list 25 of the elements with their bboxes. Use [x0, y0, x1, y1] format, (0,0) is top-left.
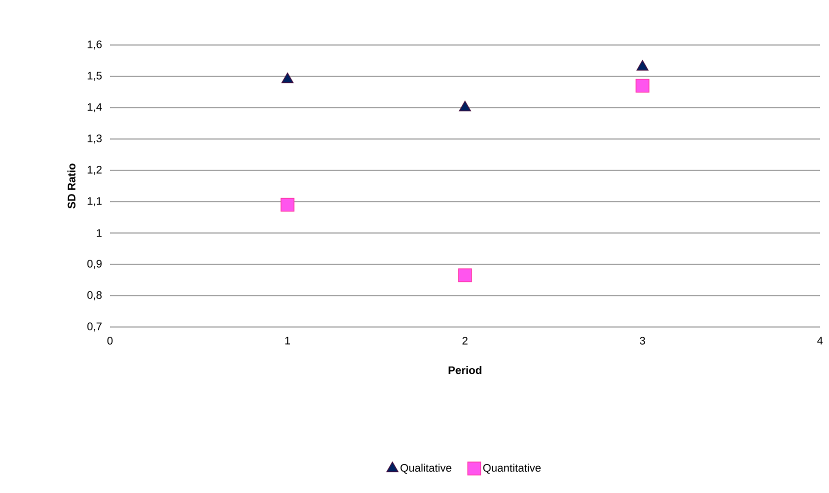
- point: [281, 72, 294, 84]
- point: [458, 268, 472, 282]
- y-tick-label: 1,2: [88, 166, 102, 175]
- y-tick-label: 1,4: [88, 103, 102, 112]
- y-tick-label: 0,8: [87, 291, 102, 300]
- y-tick-label: 1,1: [88, 197, 102, 206]
- x-tick-label: 4: [817, 336, 823, 344]
- point: [636, 78, 650, 93]
- y-axis-title: SD Ratio: [67, 164, 76, 209]
- x-tick-label: 0: [107, 336, 113, 345]
- legend-label: Qualitative: [400, 464, 452, 474]
- point: [458, 100, 472, 112]
- y-tick-label: 1: [96, 229, 102, 237]
- x-tick-label: 1: [285, 336, 290, 344]
- legend-label: Quantitative: [483, 464, 541, 474]
- y-tick-label: 1,3: [88, 134, 102, 144]
- x-tick-label: 2: [462, 336, 468, 344]
- point: [280, 198, 294, 212]
- y-tick-label: 1,5: [88, 72, 102, 81]
- x-axis-title: Period: [448, 366, 482, 374]
- y-tick-label: 1,6: [88, 40, 102, 50]
- y-tick-label: 0,9: [87, 260, 102, 269]
- point: [636, 60, 649, 71]
- y-tick-label: 0,7: [87, 322, 102, 332]
- x-tick-label: 3: [640, 336, 646, 345]
